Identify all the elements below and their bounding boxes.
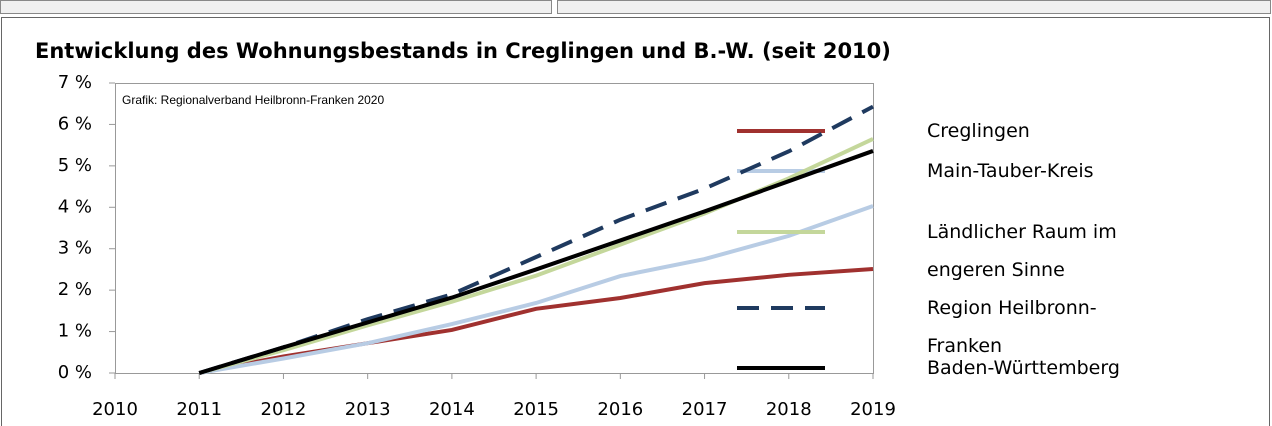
legend-label: Baden-Württemberg (927, 357, 1120, 379)
series-line (198, 149, 874, 375)
x-tick-label: 2013 (345, 399, 391, 420)
series-line (198, 204, 874, 375)
y-tick-label: 2 % (58, 279, 92, 300)
y-tick-label: 6 % (58, 113, 92, 134)
chart-frame (1, 17, 1270, 426)
legend-label: Ländlicher Raum im engeren Sinne (927, 221, 1117, 281)
x-tick-label: 2015 (513, 399, 559, 420)
legend-label: Region Heilbronn-Franken (927, 297, 1097, 357)
x-tick-label: 2019 (850, 399, 896, 420)
chart-title: Entwicklung des Wohnungsbestands in Creg… (35, 39, 891, 63)
annotation: Grafik: Regionalverband Heilbronn-Franke… (122, 93, 384, 107)
y-tick-label: 3 % (58, 238, 92, 259)
y-tick-label: 7 % (58, 72, 92, 93)
y-tick-label: 4 % (58, 196, 92, 217)
x-tick-label: 2014 (429, 399, 475, 420)
top-frame-left (0, 0, 552, 14)
y-tick-label: 0 % (58, 362, 92, 383)
x-tick-label: 2016 (597, 399, 643, 420)
y-tick-label: 1 % (58, 321, 92, 342)
y-tick-label: 5 % (58, 155, 92, 176)
legend-label: Main-Tauber-Kreis (927, 160, 1094, 182)
x-tick-label: 2018 (766, 399, 812, 420)
legend-label: Creglingen (927, 120, 1030, 142)
x-tick-label: 2012 (261, 399, 307, 420)
x-tick-label: 2011 (176, 399, 222, 420)
x-tick-label: 2010 (92, 399, 138, 420)
plot-frame (115, 83, 874, 374)
x-tick-label: 2017 (682, 399, 728, 420)
top-frame-right (557, 0, 1271, 14)
